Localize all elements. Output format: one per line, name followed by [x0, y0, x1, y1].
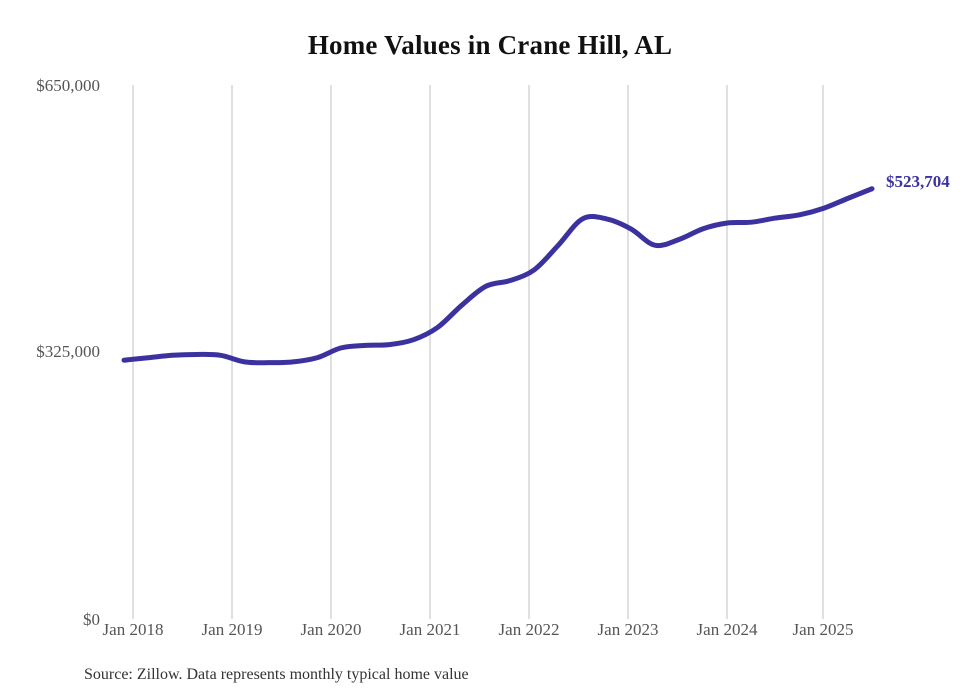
series-line-typical-home-value — [121, 186, 875, 366]
gridlines — [132, 85, 824, 619]
x-axis-tick-jan-2019: Jan 2019 — [201, 620, 263, 639]
x-axis-tick-jan-2022: Jan 2022 — [498, 620, 560, 639]
endpoint-value-label: $523,704 — [886, 171, 950, 191]
y-axis-tick-650000: $650,000 — [36, 76, 100, 95]
page-title: Home Values in Crane Hill, AL — [307, 30, 673, 60]
y-axis-tick-325000: $325,000 — [36, 342, 100, 361]
source-note: Source: Zillow. Data represents monthly … — [84, 666, 469, 683]
y-axis-tick-0: $0 — [83, 610, 100, 629]
x-axis-tick-jan-2025: Jan 2025 — [792, 620, 854, 639]
x-axis-tick-jan-2018: Jan 2018 — [102, 620, 164, 639]
x-axis-tick-jan-2020: Jan 2020 — [300, 620, 362, 639]
x-axis-tick-jan-2023: Jan 2023 — [597, 620, 659, 639]
x-axis-tick-jan-2021: Jan 2021 — [399, 620, 461, 639]
x-axis-tick-jan-2024: Jan 2024 — [696, 620, 758, 639]
